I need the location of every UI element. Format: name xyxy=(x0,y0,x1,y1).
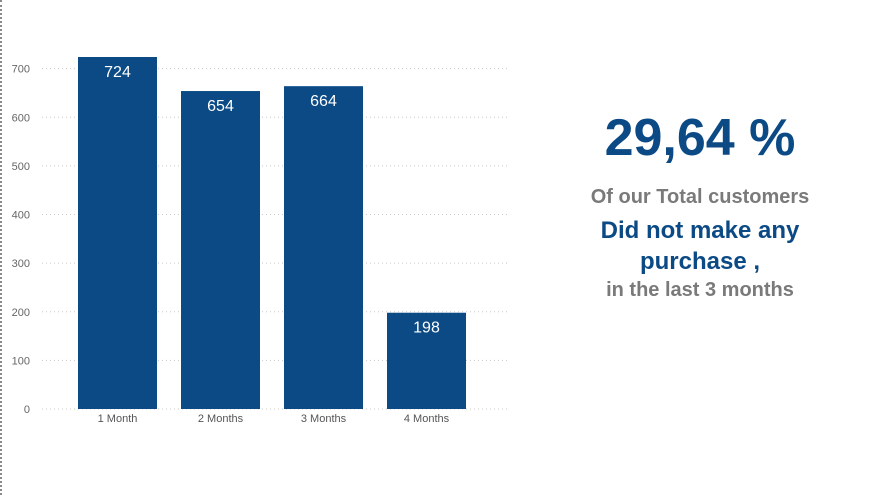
x-axis: 1 Month 2 Months 3 Months 4 Months xyxy=(98,413,450,425)
y-tick-label: 600 xyxy=(12,112,30,124)
kpi-caption-line3: in the last 3 months xyxy=(606,279,794,301)
bar-chart: 0 100 200 300 400 500 600 700 724 654 664 198 1 Mo… xyxy=(12,57,510,425)
panel-border xyxy=(0,0,2,495)
kpi-caption-line2: Did not make any purchase , xyxy=(600,217,800,275)
kpi-card: 29,64 % Of our Total customers Did not m… xyxy=(540,100,860,302)
bar[interactable] xyxy=(387,312,466,409)
y-axis: 0 100 200 300 400 500 600 700 xyxy=(12,64,30,416)
x-tick-label: 1 Month xyxy=(98,413,138,425)
bar[interactable] xyxy=(284,86,363,410)
bars: 724 654 664 198 xyxy=(78,57,466,410)
x-tick-label: 2 Months xyxy=(198,413,244,425)
x-tick-label: 3 Months xyxy=(301,413,347,425)
kpi-caption-line1: Of our Total customers xyxy=(590,186,810,208)
y-tick-label: 500 xyxy=(12,161,30,173)
y-tick-label: 300 xyxy=(12,258,30,270)
y-tick-label: 400 xyxy=(12,210,30,222)
bar[interactable] xyxy=(78,57,157,409)
data-label: 664 xyxy=(310,93,337,110)
data-label: 654 xyxy=(207,98,234,115)
data-label: 198 xyxy=(413,320,440,337)
y-tick-label: 700 xyxy=(12,64,30,76)
y-tick-label: 200 xyxy=(12,307,30,319)
kpi-value: 29,64 % xyxy=(604,109,796,167)
y-tick-label: 0 xyxy=(24,404,30,416)
x-tick-label: 4 Months xyxy=(404,413,450,425)
y-tick-label: 100 xyxy=(12,355,30,367)
data-label: 724 xyxy=(104,64,131,81)
bar[interactable] xyxy=(181,91,260,410)
